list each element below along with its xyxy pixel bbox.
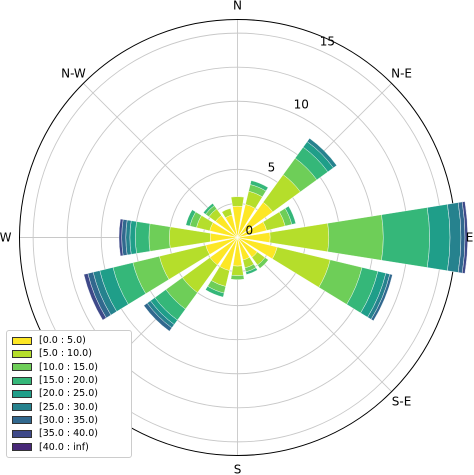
radial-tick-label: 10 — [294, 98, 309, 112]
radial-tick-label: 15 — [320, 35, 335, 49]
rose-bar-N-bin-1 — [230, 196, 245, 207]
legend-label: [0.0 : 5.0) — [39, 335, 86, 347]
legend-label: [5.0 : 10.0) — [39, 348, 92, 360]
rose-bar-ENE-bin-3 — [284, 205, 297, 225]
rose-bar-NNE-bin-3 — [249, 180, 269, 192]
legend-item: [40.0 : inf) — [12, 440, 126, 453]
rose-bar-S-bin-2 — [230, 274, 245, 280]
rose-bar-ESE-bin-6 — [370, 273, 393, 322]
rose-bar-SSW-bin-3 — [205, 286, 225, 298]
radial-tick-label: 0 — [246, 224, 254, 238]
direction-label-N-W: N-W — [61, 66, 86, 80]
radial-tick-label: 5 — [268, 161, 276, 175]
legend-item: [30.0 : 35.0) — [12, 414, 126, 427]
legend-item: [25.0 : 30.0) — [12, 400, 126, 413]
legend-item: [0.0 : 5.0) — [12, 334, 126, 347]
rose-bar-WNW-bin-3 — [185, 209, 196, 227]
direction-label-E: E — [466, 231, 474, 245]
rose-bar-E-bin-2 — [327, 214, 384, 261]
legend-swatch — [12, 389, 32, 398]
legend-swatch — [12, 416, 32, 425]
legend-label: [30.0 : 35.0) — [39, 414, 98, 426]
legend-label: [35.0 : 40.0) — [39, 428, 98, 440]
legend-item: [15.0 : 20.0) — [12, 374, 126, 387]
legend-swatch — [12, 363, 32, 372]
direction-label-N-E: N-E — [391, 66, 412, 80]
legend-item: [20.0 : 25.0) — [12, 387, 126, 400]
legend-swatch — [12, 443, 32, 452]
legend-label: [25.0 : 30.0) — [39, 401, 98, 413]
legend-swatch — [12, 403, 32, 412]
legend-swatch — [12, 336, 32, 345]
direction-label-S-E: S-E — [392, 395, 412, 409]
legend-label: [10.0 : 15.0) — [39, 361, 98, 373]
rose-bar-NE-bin-5 — [306, 138, 337, 169]
rose-bar-W-bin-3 — [135, 221, 151, 254]
rose-bar-NW-bin-3 — [203, 203, 215, 215]
direction-label-N: N — [233, 0, 242, 13]
rose-bar-W-bin-7 — [118, 218, 124, 257]
rose-bar-SSE-bin-3 — [245, 267, 258, 275]
rose-bar-NNW-bin-1 — [221, 208, 233, 219]
legend-label: [40.0 : inf) — [39, 441, 89, 453]
legend-swatch — [12, 429, 32, 438]
legend-item: [35.0 : 40.0) — [12, 427, 126, 440]
legend-swatch — [12, 349, 32, 358]
wind-rose-bars — [83, 138, 468, 332]
rose-bar-SW-bin-6 — [143, 302, 173, 332]
rose-bar-E-bin-4 — [427, 204, 451, 271]
legend-label: [15.0 : 20.0) — [39, 375, 98, 387]
legend-item: [10.0 : 15.0) — [12, 361, 126, 374]
rose-bar-SE-bin-2 — [257, 257, 269, 269]
direction-label-S: S — [234, 463, 242, 475]
rose-bar-E-bin-7 — [462, 201, 468, 274]
legend-swatch — [12, 376, 32, 385]
rose-bar-WSW-bin-7 — [83, 273, 107, 321]
legend: [0.0 : 5.0) [5.0 : 10.0) [10.0 : 15.0) [15.… — [6, 330, 132, 458]
legend-item: [5.0 : 10.0) — [12, 347, 126, 360]
direction-label-W: W — [0, 231, 12, 245]
legend-label: [20.0 : 25.0) — [39, 388, 98, 400]
rose-bar-S-bin-1 — [231, 265, 244, 276]
rose-bar-W-bin-2 — [148, 223, 171, 252]
rose-bar-E-bin-3 — [381, 207, 430, 268]
